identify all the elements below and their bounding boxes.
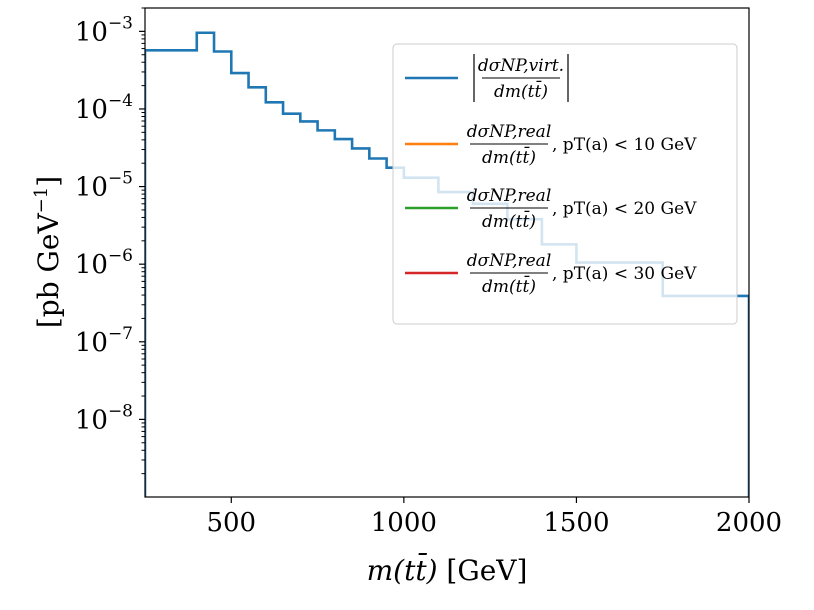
- legend-real30-numerator: dσNP,real: [467, 251, 552, 271]
- legend-real20-numerator: dσNP,real: [467, 186, 552, 206]
- y-tick-label: 10−4: [75, 91, 133, 125]
- y-tick-label: 10−5: [75, 169, 133, 203]
- y-tick-label: 10−8: [75, 401, 133, 435]
- plot-frame: [144, 7, 750, 498]
- x-tick-label: 500: [206, 508, 256, 538]
- legend-real10-label: , pT(a) < 10 GeV: [552, 135, 697, 155]
- legend-box: [392, 43, 738, 325]
- x-tick-label: 1000: [371, 508, 437, 538]
- y-tick-label: 10−6: [75, 246, 133, 280]
- y-axis: 10−8 10−7 10−6 10−5 10−4 10−3: [75, 7, 145, 475]
- x-axis: 500 1000 1500 2000: [206, 497, 782, 538]
- y-axis-title: [pb GeV−1]: [31, 176, 65, 328]
- legend-real10-numerator: dσNP,real: [467, 122, 552, 142]
- legend-real30-label: , pT(a) < 30 GeV: [552, 264, 697, 284]
- legend: dσNP,virt. dm(tt̄) dσNP,real dm(tt̄) , pT(a)…: [392, 43, 738, 325]
- y-axis-title-group: [pb GeV−1]: [31, 176, 65, 328]
- legend-real10-denominator: dm(tt̄): [482, 145, 536, 168]
- x-tick-label: 2000: [716, 508, 782, 538]
- legend-real20-denominator: dm(tt̄): [482, 209, 536, 232]
- y-tick-label: 10−3: [75, 13, 133, 47]
- legend-virt-numerator: dσNP,virt.: [478, 56, 564, 76]
- x-axis-title: m(tt̄) [GeV]: [367, 552, 528, 587]
- legend-real20-label: , pT(a) < 20 GeV: [552, 199, 697, 219]
- y-tick-label: 10−7: [75, 324, 133, 358]
- legend-virt-denominator: dm(tt̄): [494, 79, 548, 102]
- legend-real30-denominator: dm(tt̄): [482, 274, 536, 297]
- x-tick-label: 1500: [543, 508, 609, 538]
